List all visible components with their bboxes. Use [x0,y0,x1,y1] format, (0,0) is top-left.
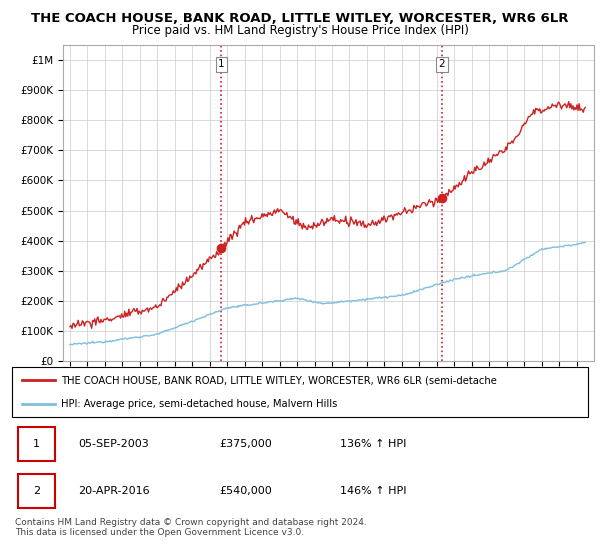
Text: Contains HM Land Registry data © Crown copyright and database right 2024.
This d: Contains HM Land Registry data © Crown c… [15,518,367,538]
Text: 2: 2 [439,59,445,69]
Text: THE COACH HOUSE, BANK ROAD, LITTLE WITLEY, WORCESTER, WR6 6LR (semi-detache: THE COACH HOUSE, BANK ROAD, LITTLE WITLE… [61,375,497,385]
Text: 146% ↑ HPI: 146% ↑ HPI [340,486,407,496]
FancyBboxPatch shape [18,474,55,508]
Text: 1: 1 [33,439,40,449]
Text: £540,000: £540,000 [220,486,272,496]
Text: 20-APR-2016: 20-APR-2016 [78,486,150,496]
FancyBboxPatch shape [18,427,55,461]
Text: £375,000: £375,000 [220,439,272,449]
FancyBboxPatch shape [12,367,588,417]
Text: 1: 1 [218,59,225,69]
Text: 136% ↑ HPI: 136% ↑ HPI [340,439,407,449]
Text: THE COACH HOUSE, BANK ROAD, LITTLE WITLEY, WORCESTER, WR6 6LR: THE COACH HOUSE, BANK ROAD, LITTLE WITLE… [31,12,569,25]
Text: 2: 2 [33,486,40,496]
Text: Price paid vs. HM Land Registry's House Price Index (HPI): Price paid vs. HM Land Registry's House … [131,24,469,37]
Text: HPI: Average price, semi-detached house, Malvern Hills: HPI: Average price, semi-detached house,… [61,399,337,409]
Text: 05-SEP-2003: 05-SEP-2003 [78,439,149,449]
